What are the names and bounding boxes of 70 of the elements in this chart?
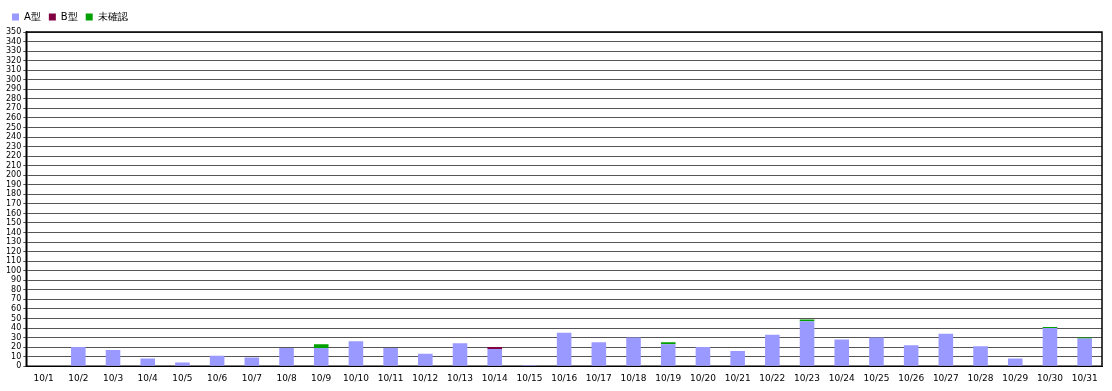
y-tick-label: 30	[11, 332, 22, 342]
y-tick-label: 280	[5, 93, 22, 103]
x-tick-label: 10/25	[863, 372, 890, 383]
y-tick-label: 70	[11, 294, 22, 304]
x-tick-label: 10/22	[759, 372, 786, 383]
y-tick-label: 120	[5, 246, 22, 256]
y-tick-label: 300	[5, 74, 22, 84]
y-tick-label: 350	[5, 27, 22, 37]
x-tick-label: 10/7	[241, 372, 262, 383]
y-tick-label: 320	[5, 55, 22, 65]
y-tick-label: 160	[5, 208, 22, 218]
legend-label: A型	[24, 10, 41, 22]
x-tick-label: 10/13	[447, 372, 473, 383]
x-tick-label: 10/31	[1071, 372, 1098, 383]
x-tick-label: 10/20	[689, 372, 717, 383]
y-tick-label: 270	[5, 103, 22, 113]
y-tick-label: 180	[5, 189, 22, 199]
x-tick-label: 10/14	[481, 372, 508, 383]
x-tick-label: 10/11	[377, 372, 404, 383]
y-tick-label: 20	[11, 342, 22, 352]
legend-label: B型	[60, 10, 78, 22]
y-tick-label: 50	[11, 313, 22, 323]
x-tick-label: 10/15	[516, 372, 543, 383]
x-tick-label: 10/27	[932, 372, 959, 383]
x-tick-label: 10/28	[967, 372, 994, 383]
y-tick-label: 190	[5, 179, 22, 189]
y-tick-label: 340	[5, 36, 22, 46]
y-tick-label: 250	[5, 122, 22, 132]
x-tick-label: 10/3	[102, 372, 124, 383]
y-tick-label: 60	[11, 303, 22, 313]
x-tick-label: 10/18	[620, 372, 647, 383]
y-tick-label: 210	[5, 160, 22, 170]
y-tick-label: 290	[5, 84, 22, 94]
y-tick-label: 40	[11, 323, 22, 333]
x-tick-label: 10/8	[276, 372, 297, 383]
y-tick-label: 140	[5, 227, 22, 237]
y-tick-label: 230	[5, 141, 22, 151]
y-tick-label: 220	[5, 151, 22, 161]
y-tick-label: 90	[11, 275, 22, 285]
x-tick-label: 10/17	[585, 372, 612, 383]
legend-label: 未確認	[97, 10, 128, 22]
y-tick-label: 0	[16, 361, 22, 371]
y-tick-label: 260	[5, 113, 22, 123]
x-tick-label: 10/30	[1036, 372, 1064, 383]
y-tick-label: 130	[5, 237, 22, 247]
y-tick-label: 310	[5, 65, 22, 75]
x-tick-label: 10/6	[207, 372, 228, 383]
x-tick-label: 10/9	[311, 372, 332, 383]
y-tick-label: 240	[5, 132, 22, 142]
x-tick-label: 10/21	[724, 372, 751, 383]
x-tick-label: 10/24	[828, 372, 855, 383]
x-tick-label: 10/1	[33, 372, 54, 383]
x-tick-label: 10/19	[655, 372, 682, 383]
x-tick-label: 10/10	[342, 372, 370, 383]
x-tick-label: 10/5	[172, 372, 193, 383]
y-tick-label: 200	[5, 170, 22, 180]
x-tick-label: 10/29	[1002, 372, 1029, 383]
x-tick-label: 10/26	[898, 372, 925, 383]
y-tick-label: 80	[11, 284, 22, 294]
y-tick-label: 100	[5, 265, 22, 275]
y-tick-label: 150	[5, 218, 22, 228]
y-tick-label: 110	[5, 256, 22, 266]
y-tick-label: 170	[5, 198, 22, 208]
y-tick-label: 330	[5, 46, 22, 56]
x-tick-label: 10/16	[551, 372, 578, 383]
x-tick-label: 10/2	[68, 372, 89, 383]
x-tick-label: 10/23	[794, 372, 821, 383]
y-tick-label: 10	[11, 351, 22, 361]
x-tick-label: 10/12	[412, 372, 439, 383]
x-tick-label: 10/4	[137, 372, 159, 383]
